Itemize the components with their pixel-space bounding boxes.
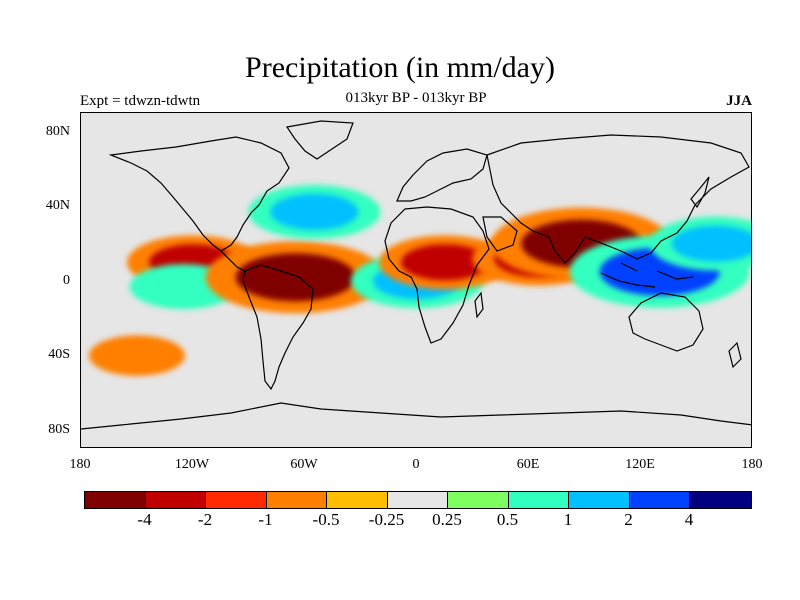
y-tick-label: 80N — [45, 124, 70, 139]
coast-greenland — [285, 120, 354, 160]
anomaly-south-pacific-dry — [105, 342, 169, 370]
coast-madagascar — [474, 291, 484, 319]
coast-central-america — [220, 250, 246, 272]
x-tick-label: 180 — [69, 457, 91, 472]
x-tick-label: 0 — [412, 457, 420, 472]
coast-africa — [384, 206, 490, 344]
y-tick-label: 0 — [63, 273, 70, 288]
map-plot — [81, 120, 751, 430]
colorbar-label: -4 — [137, 510, 152, 529]
season-label: JJA — [726, 93, 752, 109]
x-tick-label: 60E — [516, 457, 540, 472]
coast-europe — [396, 148, 488, 202]
colorbar-label: -0.5 — [312, 510, 340, 529]
map-panel — [80, 112, 752, 448]
coast-asia — [486, 134, 750, 264]
coast-arabia — [482, 216, 518, 252]
coast-north-america — [108, 136, 290, 252]
colorbar-label: 0.25 — [432, 510, 462, 529]
x-tick-label: 60W — [290, 457, 318, 472]
colorbar-swatch — [387, 492, 448, 508]
coast-antarctica — [81, 402, 751, 430]
colorbar-label: 1 — [563, 510, 573, 529]
colorbar-swatch — [85, 492, 146, 508]
colorbar-swatch — [690, 492, 751, 508]
y-tick-label: 40S — [48, 347, 70, 362]
coast-japan — [690, 176, 710, 209]
anomaly-north-atlantic-wet — [270, 193, 359, 230]
experiment-label: Expt = tdwzn-tdwtn — [80, 93, 201, 109]
coast-indonesia — [600, 262, 694, 288]
colorbar-swatch — [266, 492, 327, 508]
y-tick-label: 80S — [48, 422, 70, 437]
colorbar — [84, 491, 752, 509]
colorbar-swatch — [629, 492, 690, 508]
anomaly-amazon-dry — [235, 253, 356, 302]
anomaly-sahel-dry — [401, 244, 489, 281]
coastlines — [81, 120, 751, 430]
coast-australia — [628, 292, 704, 352]
colorbar-label: 2 — [624, 510, 633, 529]
colorbar-label: -2 — [197, 510, 213, 529]
colorbar-swatch — [448, 492, 509, 508]
figure-subtitle: 013kyr BP - 013kyr BP — [345, 90, 487, 106]
colorbar-swatch — [569, 492, 630, 508]
colorbar-label: -1 — [258, 510, 273, 529]
y-tick-label: 40N — [45, 198, 70, 213]
colorbar-label: 0.5 — [496, 510, 519, 529]
colorbar-swatch — [508, 492, 569, 508]
anomaly-field — [89, 184, 751, 376]
anomaly-tropical-pacific-east-wet-south — [147, 271, 220, 302]
figure-title: Precipitation (in mm/day) — [245, 51, 555, 84]
colorbar-label: -0.25 — [368, 510, 405, 529]
colorbar-swatch — [145, 492, 206, 508]
colorbar-label: 4 — [684, 510, 694, 529]
anomaly-west-pacific-wet — [671, 225, 751, 262]
coast-south-america — [242, 264, 314, 391]
colorbar-swatch — [327, 492, 388, 508]
x-tick-label: 180 — [741, 457, 763, 472]
x-tick-label: 120E — [625, 457, 655, 472]
colorbar-swatch — [206, 492, 267, 508]
x-tick-label: 120W — [174, 457, 210, 472]
coast-new-zealand — [728, 341, 742, 369]
